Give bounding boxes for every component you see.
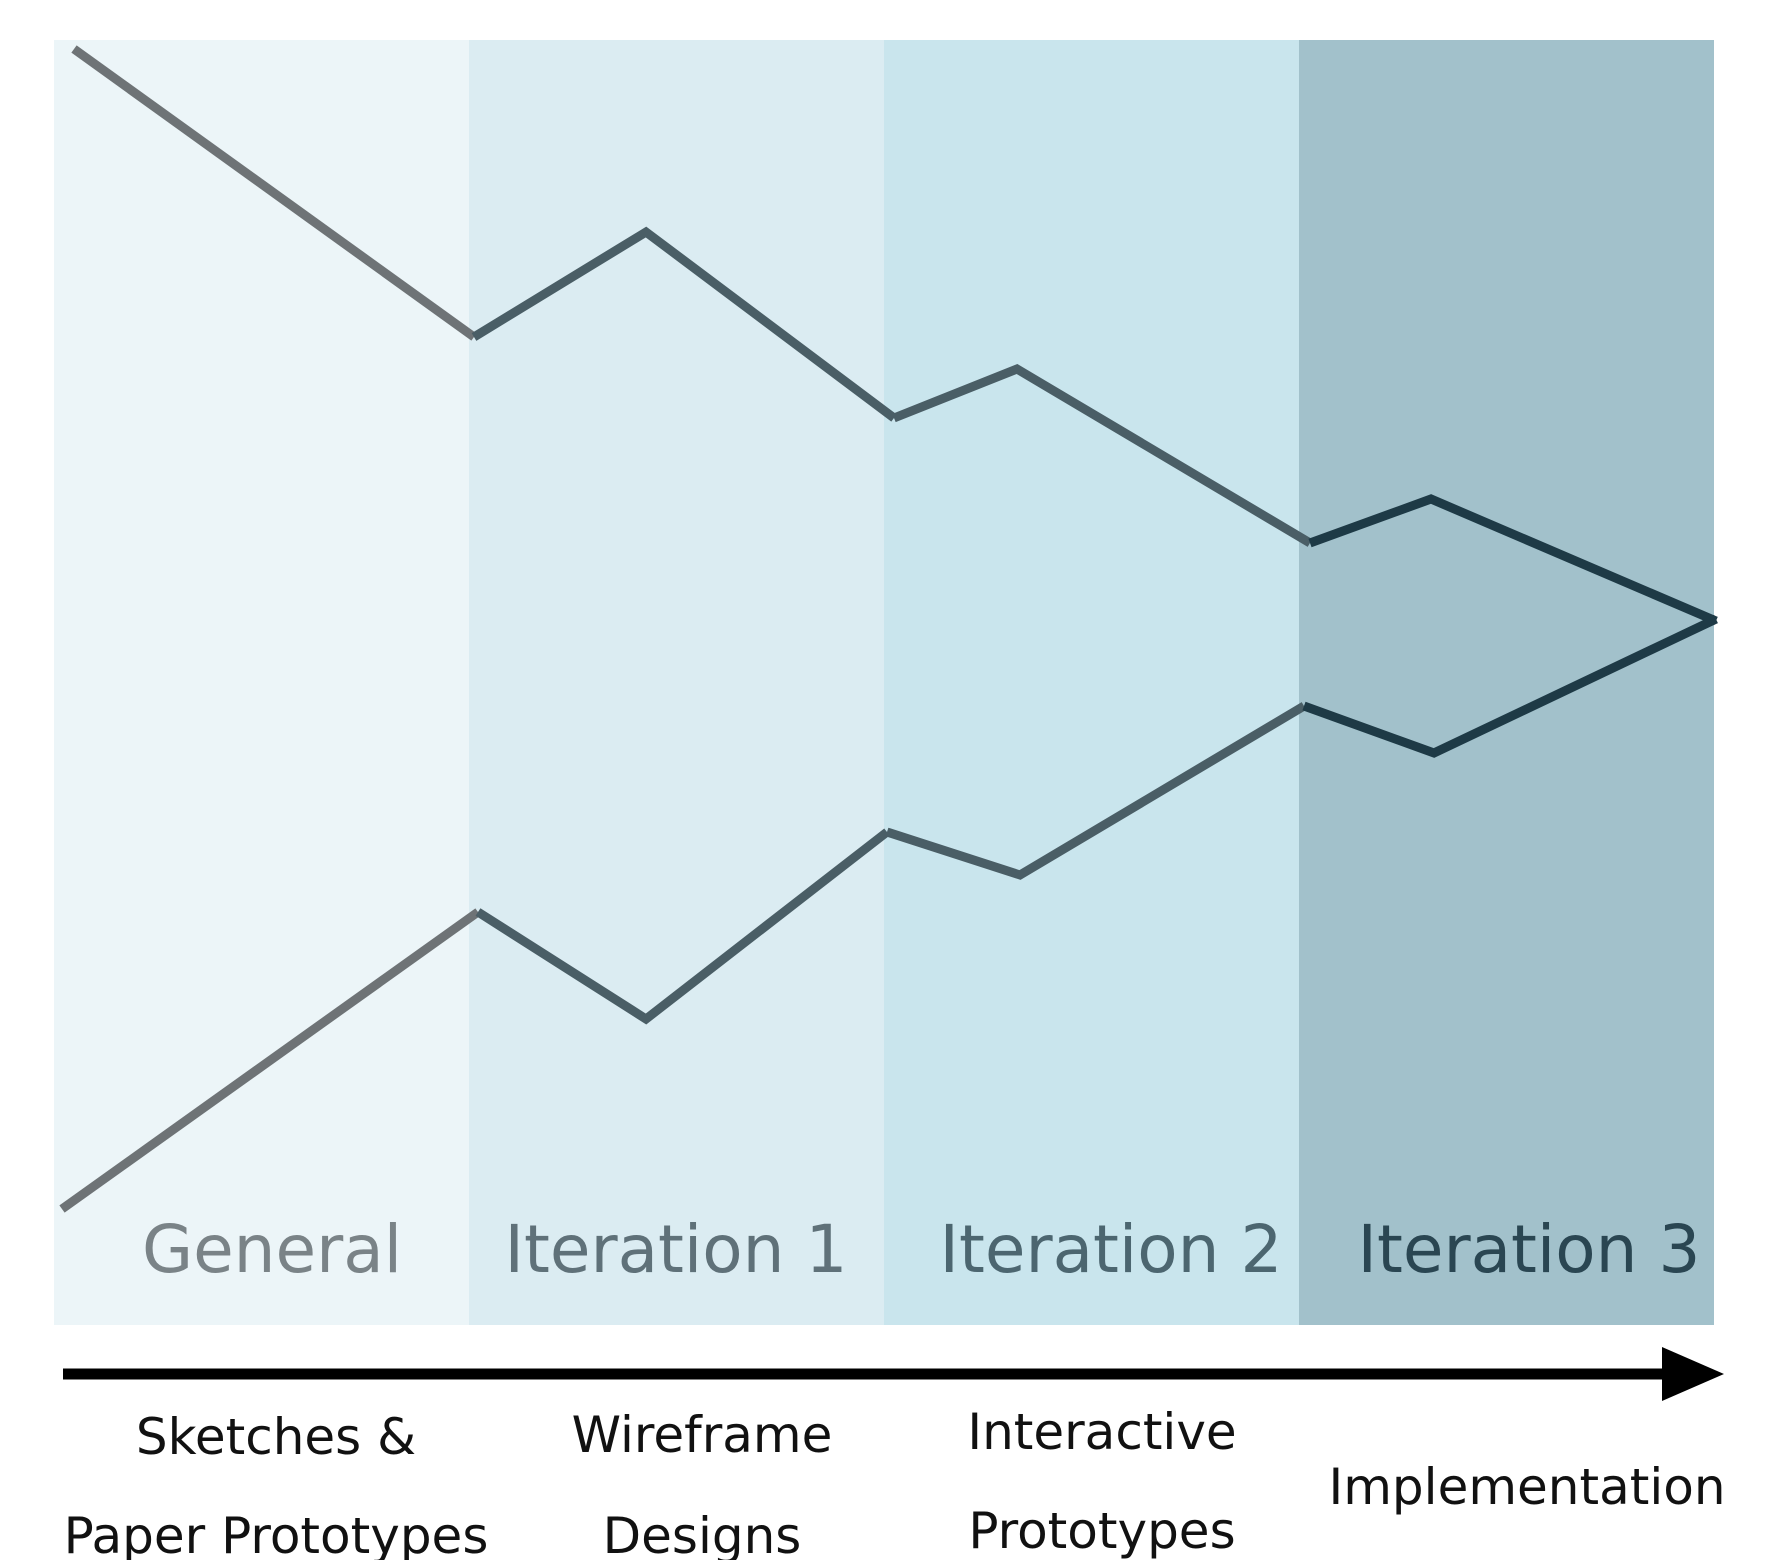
- phase-label-iteration-3: Iteration 3: [1358, 1211, 1701, 1288]
- upper-funnel-line-iteration-1: [471, 226, 897, 422]
- timeline-arrow-head: [1662, 1347, 1724, 1401]
- stage-label-wireframe-line-1: Wireframe: [572, 1406, 833, 1464]
- upper-funnel-line-iteration-3: [1308, 494, 1718, 626]
- lower-funnel-line-iteration-1: [475, 828, 890, 1025]
- stage-label-implementation: Implementation: [1328, 1458, 1725, 1516]
- upper-funnel-line-iteration-2: [892, 363, 1313, 547]
- stage-label-interactive-line-2: Prototypes: [968, 1502, 1235, 1560]
- lower-funnel-line-general: [59, 908, 481, 1213]
- upper-funnel-line-general: [71, 45, 477, 341]
- phase-label-iteration-2: Iteration 2: [940, 1211, 1283, 1288]
- stage-label-wireframe-line-2: Designs: [603, 1507, 802, 1560]
- stage-label-sketches-line-1: Sketches &: [136, 1408, 416, 1466]
- phase-band-iteration-1: [469, 40, 884, 1325]
- phase-band-iteration-3: [1299, 40, 1714, 1325]
- phase-label-iteration-1: Iteration 1: [505, 1211, 848, 1288]
- stage-label-interactive-line-1: Interactive: [967, 1403, 1236, 1461]
- lower-funnel-line-iteration-2: [885, 702, 1307, 880]
- phase-band-general: [54, 40, 469, 1325]
- phase-band-iteration-2: [884, 40, 1299, 1325]
- phase-label-general: General: [142, 1211, 402, 1288]
- stage-label-sketches-line-2: Paper Prototypes: [64, 1507, 489, 1560]
- lower-funnel-line-iteration-3: [1302, 614, 1718, 758]
